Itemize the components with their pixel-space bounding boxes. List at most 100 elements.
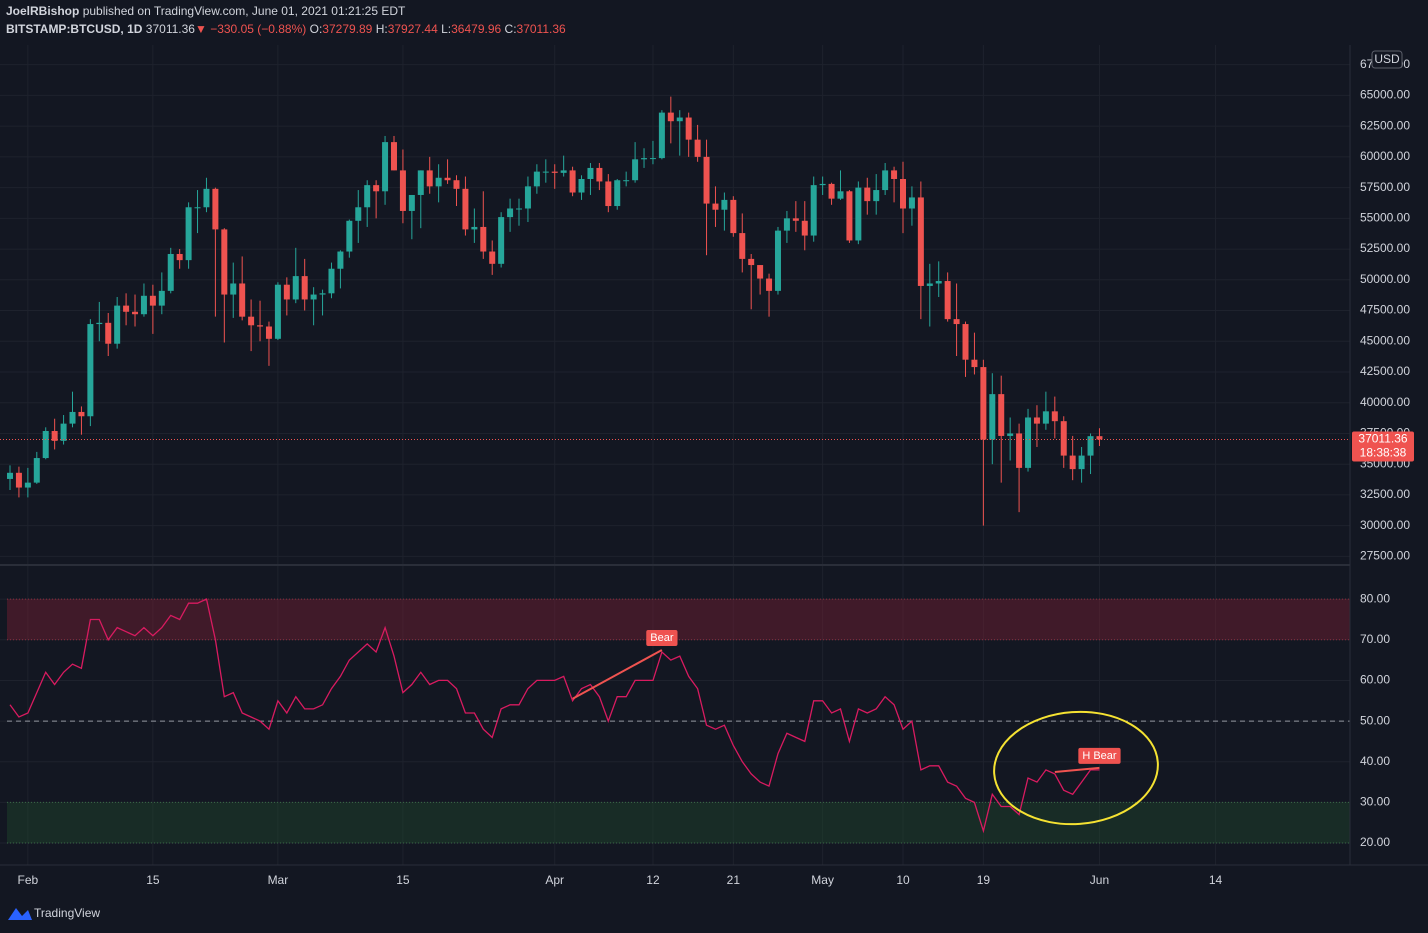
candle-body — [51, 431, 58, 441]
candle-body — [42, 431, 49, 459]
brand: TradingView — [34, 906, 100, 920]
candle-body — [24, 482, 31, 488]
candle-body — [712, 203, 719, 210]
candle-body — [480, 226, 487, 252]
candle-body — [7, 472, 13, 479]
candle-body — [471, 226, 478, 230]
candle-body — [96, 322, 103, 325]
candle-body — [390, 142, 397, 171]
candle-body — [944, 281, 951, 320]
y-tick-label: 40.00 — [1360, 754, 1390, 768]
arrow: ▼ — [195, 22, 207, 36]
candle-body — [1069, 455, 1076, 470]
author: JoelRBishop — [6, 4, 79, 18]
candle-body — [248, 316, 255, 326]
divergence-label: H Bear — [1082, 750, 1117, 762]
candle-body — [873, 190, 880, 202]
close-value: 37011.36 — [517, 22, 566, 36]
x-tick-label: May — [811, 873, 834, 887]
candle-body — [649, 158, 656, 160]
y-tick-label: 50.00 — [1360, 713, 1390, 727]
y-tick-label: 47500.00 — [1360, 303, 1410, 317]
y-tick-label: 30.00 — [1360, 795, 1390, 809]
candle-body — [212, 188, 219, 230]
candle-body — [846, 191, 853, 241]
candle-body — [408, 194, 415, 211]
x-tick-label: Mar — [268, 873, 289, 887]
x-tick-label: 14 — [1209, 873, 1223, 887]
candle-body — [149, 295, 156, 306]
l-label: L: — [441, 22, 451, 36]
y-tick-label: 62500.00 — [1360, 118, 1410, 132]
candle-body — [33, 458, 40, 483]
x-tick-label: 19 — [977, 873, 991, 887]
candle-body — [1007, 433, 1014, 436]
candle-body — [1051, 411, 1058, 422]
candle-body — [632, 159, 639, 181]
candle-body — [891, 170, 898, 179]
x-tick-label: 15 — [396, 873, 410, 887]
candle-body — [158, 290, 165, 306]
candle-body — [882, 170, 889, 191]
candle-body — [203, 188, 210, 208]
marks: Bear H Bear — [0, 96, 1350, 834]
candle-body — [614, 180, 621, 207]
candle-body — [917, 197, 924, 286]
candle-body — [703, 156, 710, 204]
last: 37011.36 — [146, 22, 195, 36]
candle-body — [364, 185, 371, 208]
candle-body — [257, 325, 264, 327]
currency-badge[interactable] — [1371, 50, 1403, 69]
candle-body — [140, 295, 147, 315]
candle-body — [837, 191, 844, 199]
candle-body — [283, 284, 290, 300]
candle-body — [864, 187, 871, 202]
candle-body — [658, 112, 665, 159]
candle-body — [310, 294, 317, 300]
x-tick-label: 21 — [727, 873, 741, 887]
currency: USD — [1374, 52, 1400, 66]
candle-body — [346, 220, 353, 252]
candle-body — [908, 197, 915, 209]
candle-body — [319, 293, 326, 295]
candle-body — [766, 278, 773, 291]
candle-body — [739, 233, 746, 259]
divergence-line — [572, 649, 663, 700]
o-label: O: — [310, 22, 323, 36]
candle-body — [900, 178, 906, 209]
divergence-badge — [646, 629, 678, 646]
candle-body — [623, 180, 630, 182]
candle-body — [980, 367, 987, 440]
candle-body — [605, 181, 612, 207]
x-tick-label: 15 — [146, 873, 160, 887]
candle-body — [855, 187, 862, 241]
divergence-label: Bear — [650, 632, 674, 644]
low-value: 36479.96 — [451, 22, 501, 36]
high-value: 37927.44 — [388, 22, 438, 36]
axes: Feb 15 Mar 15 Apr 12 21 May 10 19 Jun 14 27500.00 300… — [18, 57, 1414, 887]
x-tick-label: 10 — [896, 873, 910, 887]
x-tick-label: Apr — [545, 873, 564, 887]
symbol: BITSTAMP:BTCUSD, 1D — [6, 22, 143, 36]
candle-body — [694, 139, 701, 157]
candle-body — [114, 305, 121, 344]
candle-body — [69, 411, 76, 424]
candle-body — [453, 180, 460, 189]
candle-body — [667, 112, 674, 122]
candle-body — [498, 217, 505, 264]
candle-body — [1033, 417, 1040, 424]
divergence-badge — [1078, 747, 1121, 764]
candle-body — [569, 170, 576, 193]
c-label: C: — [505, 22, 517, 36]
candle-body — [971, 359, 978, 368]
y-tick-label: 65000.00 — [1360, 88, 1410, 102]
y-tick-label: 57500.00 — [1360, 180, 1410, 194]
candle-body — [462, 188, 469, 230]
candle-body — [989, 394, 996, 440]
countdown: 18:38:38 — [1360, 446, 1407, 460]
candle-body — [1025, 417, 1032, 468]
candle-body — [935, 281, 942, 284]
y-tick-label: 60.00 — [1360, 673, 1390, 687]
